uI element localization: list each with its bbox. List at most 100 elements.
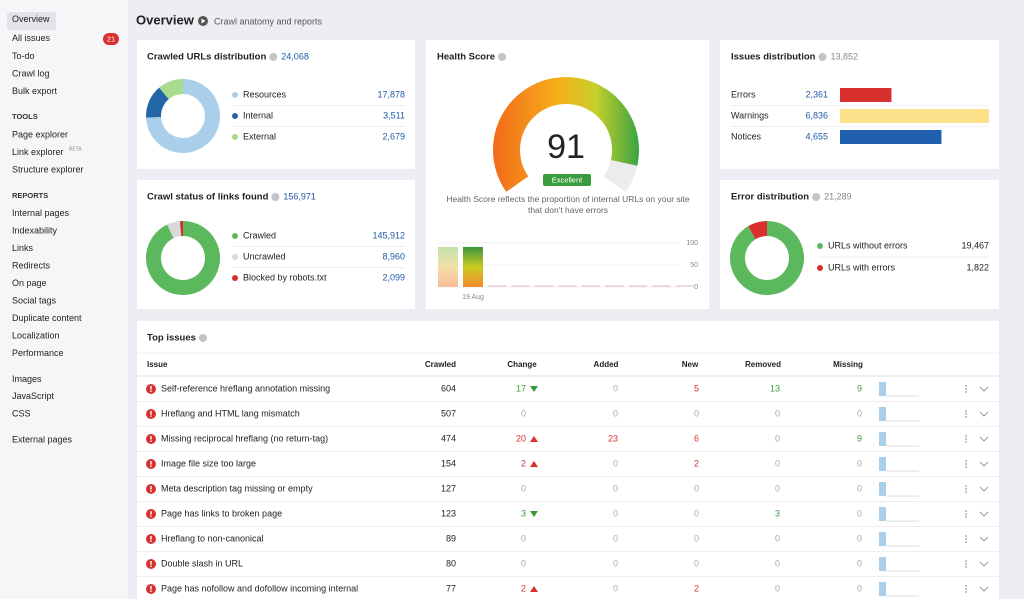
legend-value: 8,960 [382, 251, 405, 261]
nav-item[interactable]: All issues [12, 33, 51, 43]
nav-item[interactable]: Crawl log [12, 68, 50, 78]
expand-chevron[interactable] [979, 486, 989, 492]
cell-value: 507 [441, 408, 456, 418]
kebab-dot [965, 460, 967, 462]
kebab-dot [965, 385, 967, 387]
issue-name[interactable]: Page has links to broken page [161, 508, 282, 518]
expand-chevron[interactable] [979, 436, 989, 442]
bar [840, 109, 989, 123]
legend-value: 2,679 [382, 131, 405, 141]
nav-item[interactable]: Duplicate content [12, 313, 82, 323]
nav-item[interactable]: External pages [12, 434, 73, 444]
gauge-track [603, 159, 638, 192]
issue-name[interactable]: Double slash in URL [161, 558, 243, 568]
card-title: Crawl status of links found [147, 192, 269, 203]
nav-item[interactable]: Overview [12, 14, 50, 24]
cell-value: 0 [775, 433, 780, 443]
issue-name[interactable]: Hreflang and HTML lang mismatch [161, 408, 300, 418]
cell-value: 0 [775, 458, 780, 468]
sparkline [879, 557, 886, 571]
legend-label: Blocked by robots.txt [243, 272, 327, 282]
nav-item[interactable]: Images [12, 374, 42, 384]
sidebar [0, 0, 128, 599]
nav-item[interactable]: Redirects [12, 260, 51, 270]
legend-label: External [243, 131, 276, 141]
nav-item[interactable]: Internal pages [12, 208, 70, 218]
expand-chevron[interactable] [979, 586, 989, 592]
page-title: Overview [136, 12, 195, 27]
donut-segment [146, 87, 169, 118]
nav-item[interactable]: CSS [12, 408, 31, 418]
help-icon[interactable] [812, 193, 821, 201]
kebab-dot [965, 410, 967, 412]
help-icon[interactable] [269, 53, 278, 61]
cell-value: 0 [857, 408, 862, 418]
nav-item[interactable]: Links [12, 243, 34, 253]
column-header: Added [594, 360, 619, 369]
legend-label: Internal [243, 110, 273, 120]
cell-value: 0 [775, 558, 780, 568]
kebab-dot [965, 438, 967, 440]
issue-name[interactable]: Meta description tag missing or empty [161, 483, 313, 493]
expand-chevron[interactable] [979, 461, 989, 467]
issue-name[interactable]: Self-reference hreflang annotation missi… [161, 383, 330, 393]
nav-item[interactable]: Bulk export [12, 86, 58, 96]
sparkline [879, 457, 886, 471]
nav-item[interactable]: Social tags [12, 295, 57, 305]
cell-value: 0 [613, 533, 618, 543]
nav-item[interactable]: Localization [12, 330, 60, 340]
legend-dot [232, 134, 238, 140]
nav-item[interactable]: Structure explorer [12, 164, 84, 174]
help-icon[interactable] [271, 193, 280, 201]
expand-chevron[interactable] [979, 411, 989, 417]
cell-value: 474 [441, 433, 456, 443]
history-bar [438, 246, 458, 287]
subtitle-link[interactable]: Crawl anatomy and reports [214, 16, 323, 26]
section-heading: TOOLS [12, 112, 38, 121]
issue-name[interactable]: Image file size too large [161, 458, 256, 468]
issue-name[interactable]: Page has nofollow and dofollow incoming … [161, 583, 358, 593]
trend-arrow [530, 386, 538, 392]
kebab-dot [965, 541, 967, 543]
cell-value: 0 [694, 558, 699, 568]
nav-item[interactable]: Performance [12, 348, 64, 358]
nav-item[interactable]: Page explorer [12, 129, 68, 139]
cell-value: 0 [613, 483, 618, 493]
sparkline [879, 407, 886, 421]
issue-name[interactable]: Hreflang to non-canonical [161, 533, 264, 543]
cell-value: 0 [694, 483, 699, 493]
cell-value: 0 [857, 533, 862, 543]
issue-name[interactable]: Missing reciprocal hreflang (no return-t… [161, 433, 328, 443]
expand-chevron[interactable] [979, 536, 989, 542]
expand-chevron[interactable] [979, 511, 989, 517]
donut-segment [145, 221, 220, 295]
nav-item[interactable]: To-do [12, 51, 35, 61]
card-title: Error distribution [731, 192, 809, 203]
nav-item[interactable]: On page [12, 278, 47, 288]
expand-chevron[interactable] [979, 561, 989, 567]
help-icon[interactable] [498, 53, 507, 61]
cell-value: 2 [694, 583, 699, 593]
help-icon[interactable] [818, 53, 827, 61]
expand-chevron[interactable] [979, 386, 989, 392]
kebab-dot [965, 588, 967, 590]
cell-value: 9 [857, 433, 862, 443]
nav-item[interactable]: Indexability [12, 225, 58, 235]
card [720, 40, 999, 169]
cell-value: 77 [446, 583, 456, 593]
help-icon[interactable] [198, 334, 207, 342]
cell-value: 0 [521, 483, 526, 493]
donut-segment [167, 221, 182, 239]
trend-arrow [530, 461, 538, 467]
cell-value: 0 [613, 383, 618, 393]
column-header: Removed [745, 360, 781, 369]
error-glyph [150, 561, 152, 565]
card-total: 24,068 [281, 51, 309, 61]
nav-item[interactable]: JavaScript [12, 391, 55, 401]
trend-arrow [530, 511, 538, 517]
nav-item[interactable]: Link explorer [12, 147, 64, 157]
donut-segment [159, 79, 183, 100]
kebab-dot [965, 535, 967, 537]
cell-value: 0 [521, 533, 526, 543]
